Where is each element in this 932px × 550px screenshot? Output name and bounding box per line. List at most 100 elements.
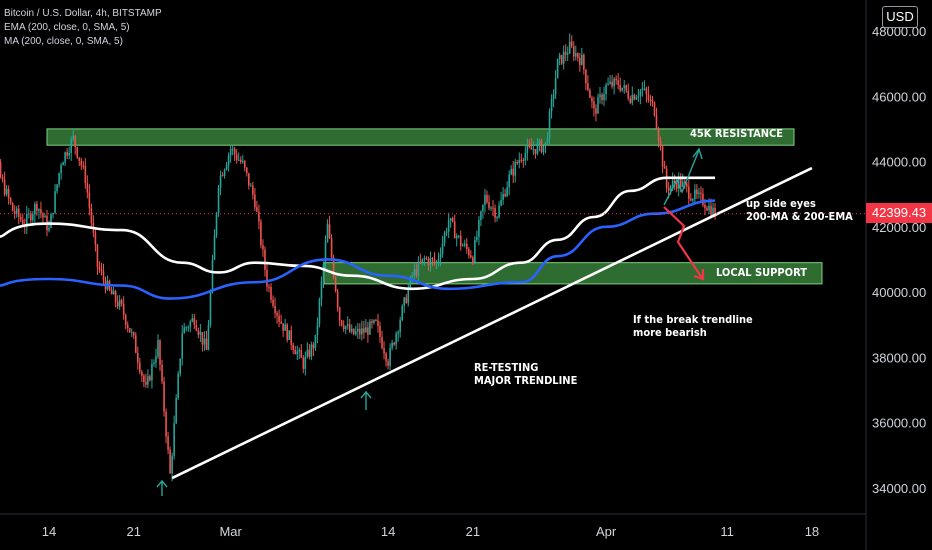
candle-body <box>508 174 510 188</box>
x-tick-label: Apr <box>596 524 617 539</box>
candle-body <box>44 215 46 218</box>
candle-body <box>681 181 684 187</box>
candle-body <box>383 348 385 354</box>
candle-body <box>312 344 315 349</box>
candle-body <box>540 140 543 153</box>
candle-body <box>671 180 674 186</box>
candle-body <box>181 333 184 359</box>
candle-body <box>3 179 6 195</box>
candle-body <box>431 258 434 260</box>
candle-body <box>516 161 519 164</box>
candle-body <box>445 231 448 233</box>
candle-body <box>367 327 369 335</box>
candle-body <box>203 338 206 345</box>
candle-body <box>316 324 319 335</box>
candle-body <box>692 199 694 201</box>
candle-body <box>639 90 642 97</box>
candle-body <box>354 331 357 335</box>
x-tick-label: Mar <box>219 524 242 539</box>
candle-body <box>171 455 173 474</box>
candle-body <box>250 185 252 187</box>
drawings-layer <box>0 147 866 496</box>
retest-note-line2: MAJOR TRENDLINE <box>474 374 578 387</box>
candle-body <box>603 94 605 101</box>
candle-body <box>276 312 278 316</box>
candle-body <box>352 328 355 335</box>
candle-body <box>710 205 712 216</box>
candle-body <box>272 299 274 306</box>
candle-body <box>137 352 139 363</box>
candle-body <box>36 203 38 211</box>
candle-body <box>227 155 230 165</box>
candle-body <box>322 264 325 282</box>
candle-body <box>417 261 420 276</box>
break-note-line2: more bearish <box>633 326 707 339</box>
candle-body <box>653 102 656 116</box>
downside-projection <box>663 206 703 279</box>
candle-body <box>679 176 682 187</box>
candle-body <box>605 84 607 95</box>
candle-body <box>48 227 50 231</box>
candle-body <box>328 224 331 239</box>
candle-body <box>332 257 335 278</box>
candle-body <box>191 318 194 322</box>
candle-body <box>488 202 490 209</box>
candle-body <box>342 325 345 330</box>
candle-body <box>443 232 446 243</box>
currency-button[interactable]: USD <box>882 6 918 28</box>
candle-body <box>290 330 292 345</box>
candle-body <box>169 449 171 474</box>
candle-body <box>474 240 476 263</box>
candle-body <box>338 307 341 321</box>
upside-projection <box>663 149 700 206</box>
candle-body <box>76 147 79 158</box>
candle-body <box>405 297 408 303</box>
candle-body <box>157 340 159 357</box>
candle-body <box>161 364 163 382</box>
candle-body <box>306 349 309 357</box>
candle-body <box>30 213 32 221</box>
candle-body <box>562 51 565 64</box>
candle-body <box>667 187 670 191</box>
candle-body <box>330 238 333 258</box>
candle-body <box>199 332 202 335</box>
candle-body <box>476 236 478 241</box>
candle-body <box>566 53 569 55</box>
upside-note-line1: up side eyes <box>746 197 816 210</box>
candle-body <box>17 208 20 218</box>
candle-body <box>411 275 414 278</box>
candle-body <box>254 194 256 208</box>
candle-body <box>54 191 56 213</box>
x-tick-label: 14 <box>42 524 56 539</box>
candle-body <box>379 325 381 338</box>
candle-body <box>647 94 650 100</box>
candle-body <box>522 159 525 161</box>
ema-indicator-label[interactable]: EMA (200, close, 0, SMA, 5) <box>4 22 130 33</box>
support-label: LOCAL SUPPORT <box>716 266 807 279</box>
candle-body <box>363 328 365 333</box>
symbol-title[interactable]: Bitcoin / U.S. Dollar, 4h, BITSTAMP <box>4 8 162 19</box>
candle-body <box>118 300 121 307</box>
candle-body <box>294 350 297 355</box>
candle-body <box>595 108 597 114</box>
candle-body <box>225 164 228 170</box>
candle-body <box>470 255 472 258</box>
candle-body <box>147 376 149 385</box>
candle-body <box>577 53 579 58</box>
candle-body <box>415 269 418 276</box>
candle-body <box>252 185 254 195</box>
candle-body <box>72 135 75 140</box>
candle-body <box>326 224 329 243</box>
ma-indicator-label[interactable]: MA (200, close, 0, SMA, 5) <box>4 36 123 47</box>
candle-body <box>421 258 424 263</box>
candle-body <box>201 332 204 345</box>
candle-body <box>375 320 377 322</box>
candle-body <box>302 357 305 369</box>
candle-body <box>589 89 591 98</box>
candle-body <box>480 211 482 221</box>
candle-body <box>128 328 131 333</box>
candle-body <box>502 194 504 200</box>
candle-body <box>34 203 36 215</box>
candle-body <box>7 188 10 199</box>
